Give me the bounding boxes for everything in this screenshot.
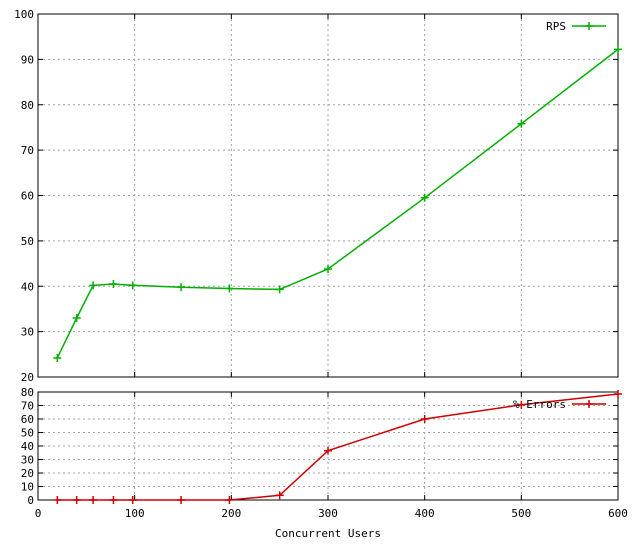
errors-xtick-label: 0 bbox=[35, 507, 42, 520]
rps-data-point bbox=[225, 284, 234, 293]
errors-ytick-label: 70 bbox=[21, 400, 34, 413]
rps-data-point bbox=[275, 285, 284, 294]
rps-ytick-label: 90 bbox=[21, 53, 34, 66]
errors-ytick-label: 10 bbox=[21, 481, 34, 494]
errors-xtick-label: 400 bbox=[415, 507, 435, 520]
errors-ytick-label: 60 bbox=[21, 413, 34, 426]
rps-data-point bbox=[128, 281, 137, 290]
errors-plot-frame bbox=[37, 391, 619, 501]
errors-legend-label: % Errors bbox=[513, 398, 566, 411]
rps-ytick-label: 30 bbox=[21, 326, 34, 339]
rps-ytick-label: 40 bbox=[21, 280, 34, 293]
rps-ytick-label: 80 bbox=[21, 99, 34, 112]
errors-data-point bbox=[109, 496, 118, 504]
rps-plot-frame bbox=[37, 13, 619, 378]
errors-x-axis-label: Concurrent Users bbox=[275, 527, 381, 540]
errors-data-point bbox=[225, 496, 234, 504]
errors-data-point bbox=[53, 496, 62, 504]
rps-ytick-label: 100 bbox=[14, 8, 34, 21]
rps-ytick-label: 50 bbox=[21, 235, 34, 248]
rps-series-line bbox=[56, 48, 619, 359]
errors-ytick-label: 30 bbox=[21, 454, 34, 467]
errors-ytick-label: 50 bbox=[21, 427, 34, 440]
errors-xtick-label: 200 bbox=[221, 507, 241, 520]
rps-ytick-label: 60 bbox=[21, 190, 34, 203]
rps-data-point bbox=[324, 265, 332, 274]
rps-ytick-label: 20 bbox=[21, 371, 34, 384]
rps-ytick-label: 70 bbox=[21, 144, 34, 157]
errors-data-point bbox=[614, 390, 622, 399]
errors-xtick-label: 100 bbox=[125, 507, 145, 520]
errors-data-point bbox=[275, 491, 284, 500]
errors-data-point bbox=[420, 415, 429, 423]
rps-data-point bbox=[109, 279, 118, 288]
errors-ytick-label: 0 bbox=[27, 494, 34, 507]
rps-data-point bbox=[420, 193, 429, 202]
rps-data-point bbox=[177, 283, 186, 292]
rps-data-point bbox=[89, 281, 98, 290]
rps-legend-marker bbox=[585, 22, 593, 30]
rps-data-point bbox=[53, 353, 62, 362]
rps-data-point bbox=[517, 119, 526, 128]
rps-data-point bbox=[614, 45, 622, 54]
errors-data-point bbox=[517, 400, 526, 409]
errors-xtick-label: 300 bbox=[318, 507, 338, 520]
errors-xtick-label: 500 bbox=[511, 507, 531, 520]
rps-data-point bbox=[72, 314, 81, 323]
errors-data-point bbox=[324, 446, 332, 455]
errors-ytick-label: 20 bbox=[21, 467, 34, 480]
errors-ytick-label: 40 bbox=[21, 440, 34, 453]
errors-data-point bbox=[89, 496, 98, 504]
errors-legend-marker bbox=[585, 400, 593, 408]
errors-data-point bbox=[177, 496, 186, 504]
errors-data-point bbox=[72, 496, 81, 504]
errors-ytick-label: 80 bbox=[21, 386, 34, 399]
errors-data-point bbox=[128, 496, 137, 504]
rps-legend-label: RPS bbox=[546, 20, 566, 33]
errors-xtick-label: 600 bbox=[608, 507, 628, 520]
